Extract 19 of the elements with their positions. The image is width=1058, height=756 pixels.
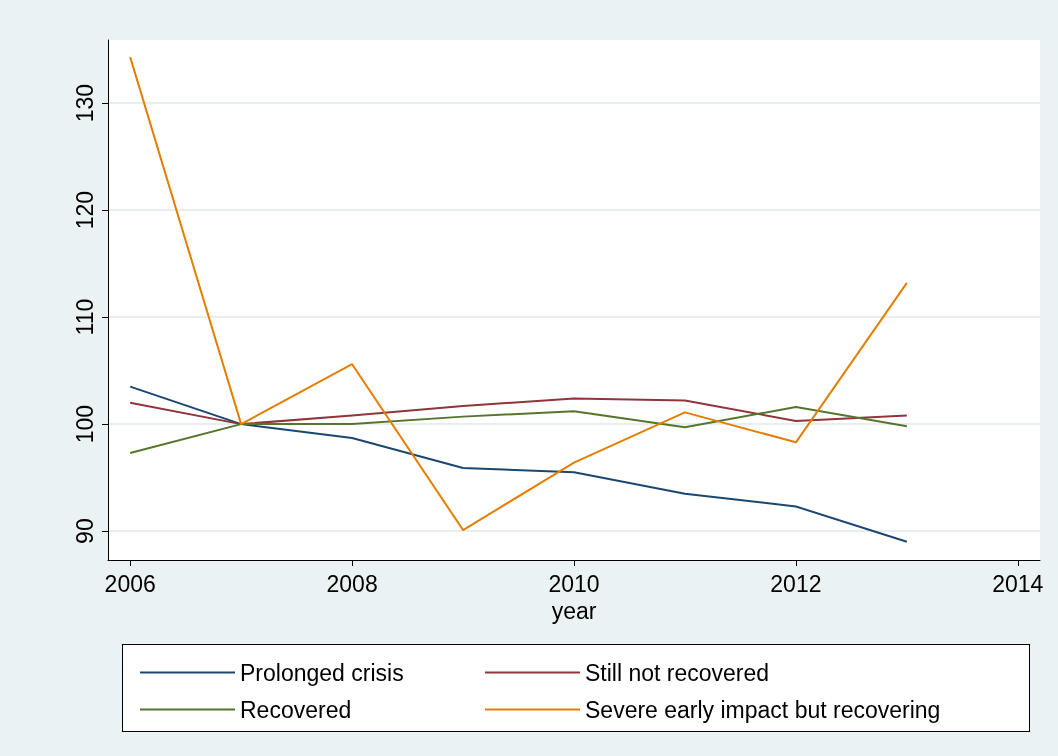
x-tick-label: 2012 — [770, 570, 822, 597]
line-series — [129, 397, 908, 426]
x-tick-label: 2006 — [104, 570, 156, 597]
legend-label: Severe early impact but recovering — [585, 696, 941, 723]
x-tick-label: 2010 — [548, 570, 600, 597]
legend-label: Prolonged crisis — [240, 659, 404, 686]
y-tick-label: 120 — [71, 190, 98, 230]
y-tick-label: 130 — [71, 83, 98, 123]
line-series — [129, 56, 908, 532]
line-series — [129, 406, 908, 454]
y-tick-label: 100 — [71, 404, 98, 444]
y-tick-label: 110 — [71, 298, 98, 336]
legend-label: Recovered — [240, 696, 352, 723]
y-tick-label: 90 — [71, 518, 98, 544]
x-tick-label: 2014 — [992, 570, 1044, 597]
legend-label: Still not recovered — [585, 659, 770, 686]
line-series — [129, 385, 908, 543]
x-axis-title: year — [551, 598, 597, 625]
x-tick-label: 2008 — [326, 570, 378, 597]
